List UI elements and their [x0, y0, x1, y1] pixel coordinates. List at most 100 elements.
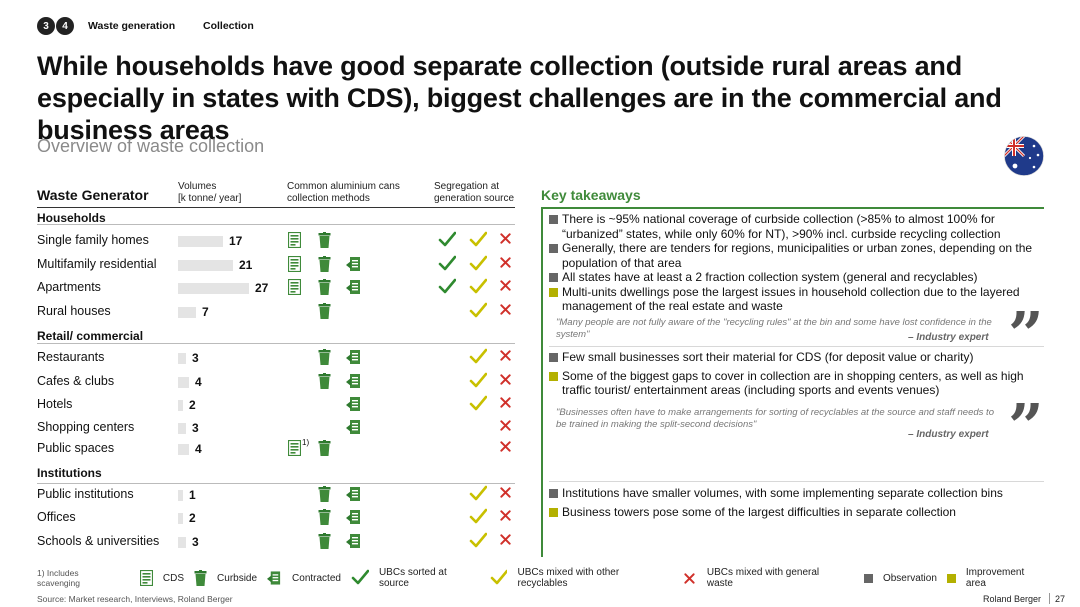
table-header-rule [37, 207, 515, 208]
volume-bar [178, 283, 249, 294]
takeaway-item: Few small businesses sort their material… [549, 350, 1044, 365]
check-yellow-icon [469, 348, 487, 366]
volume-value: 2 [189, 398, 196, 412]
quote-2-source: – Industry expert [908, 429, 989, 440]
cross-red-icon [498, 278, 513, 293]
row-label: Restaurants [37, 350, 105, 364]
takeaway-text: Multi-units dwellings pose the largest i… [562, 284, 1020, 314]
takeaway-item: There is ~95% national coverage of curbs… [549, 212, 1044, 241]
takeaway-item: Some of the biggest gaps to cover in col… [549, 369, 1044, 398]
volume-bar [178, 444, 189, 455]
legend-cds: CDS [162, 572, 185, 584]
brand-name: Roland Berger [983, 594, 1042, 604]
curbside-bin-icon [318, 373, 331, 389]
check-green-icon [438, 231, 456, 249]
quote-mark-icon: ” [1008, 298, 1044, 371]
nav-tab-waste-generation[interactable]: Waste generation [88, 20, 176, 32]
check-yellow-icon [469, 302, 487, 320]
step-4-badge[interactable]: 4 [56, 17, 74, 35]
volumes-header: Volumes [k tonne/ year] [178, 181, 242, 204]
volume-bar [178, 513, 183, 524]
quote-2-text: "Businesses often have to make arrangeme… [556, 407, 994, 430]
segregation-header: Segregation at generation source [434, 181, 515, 204]
cds-icon [288, 440, 301, 456]
contracted-icon [346, 509, 362, 525]
row-label: Schools & universities [37, 534, 160, 548]
curbside-bin-icon [318, 232, 331, 248]
row-label: Shopping centers [37, 420, 135, 434]
volume-bar [178, 423, 186, 434]
check-yellow-icon [469, 231, 487, 249]
takeaway-text: Business towers pose some of the largest… [562, 504, 956, 519]
cds-icon [288, 232, 301, 248]
check-yellow-icon [490, 569, 508, 587]
volume-bar [178, 260, 233, 271]
volume-value: 27 [255, 281, 269, 295]
cross-red-icon [498, 485, 513, 500]
page-number: 27 [1055, 594, 1066, 604]
takeaway-item: Business towers pose some of the largest… [549, 505, 1044, 520]
cross-red-icon [498, 418, 513, 433]
volume-value: 17 [229, 234, 243, 248]
institution-takeaways: Institutions have smaller volumes, with … [549, 486, 1044, 519]
methods-header: Common aluminium cans collection methods [287, 181, 400, 204]
legend: 1) Includes scavenging CDS Curbside Cont… [37, 567, 1047, 589]
volume-value: 4 [195, 442, 202, 456]
improvement-bullet-icon [549, 507, 558, 517]
check-yellow-icon [469, 485, 487, 503]
step-3-badge[interactable]: 3 [37, 17, 55, 35]
page-title: While households have good separate coll… [37, 51, 1002, 145]
legend-curbside: Curbside [217, 572, 258, 584]
takeaway-text: Few small businesses sort their material… [562, 350, 974, 364]
volume-value: 7 [202, 305, 209, 319]
takeaway-text: All states have at least a 2 fraction co… [562, 270, 978, 284]
contracted-icon [346, 396, 362, 412]
curbside-bin-icon [318, 256, 331, 272]
cross-red-icon [498, 372, 513, 387]
page-subtitle: Overview of waste collection [37, 136, 265, 156]
legend-sorted: UBCs sorted at source [378, 567, 447, 589]
key-takeaways-title: Key takeaways [541, 187, 641, 203]
volume-value: 3 [192, 351, 199, 365]
improvement-bullet-icon [549, 287, 558, 297]
section-header: Retail/ commercial [37, 329, 144, 343]
row-label: Offices [37, 510, 76, 524]
cross-red-icon [682, 571, 697, 586]
takeaway-text: Generally, there are tenders for regions… [562, 241, 1033, 270]
australia-flag-icon [1004, 136, 1044, 176]
row-label: Single family homes [37, 233, 149, 247]
curbside-bin-icon [318, 533, 331, 549]
volume-bar [178, 377, 189, 388]
contracted-icon [346, 486, 362, 502]
takeaway-text: Some of the biggest gaps to cover in col… [562, 368, 1024, 398]
footnote-mark: 1) [302, 438, 310, 447]
contracted-icon [267, 570, 282, 586]
row-label: Public institutions [37, 487, 134, 501]
curbside-bin-icon [318, 440, 331, 456]
contracted-icon [346, 533, 362, 549]
observation-swatch-icon [863, 573, 873, 583]
observation-bullet-icon [549, 215, 558, 224]
curbside-bin-icon [318, 486, 331, 502]
takeaway-divider [549, 481, 1044, 482]
contracted-icon [346, 279, 362, 295]
check-green-icon [351, 569, 369, 587]
cross-red-icon [498, 439, 513, 454]
check-yellow-icon [469, 395, 487, 413]
check-yellow-icon [469, 532, 487, 550]
cds-icon [140, 570, 153, 586]
cross-red-icon [498, 508, 513, 523]
curbside-bin-icon [318, 509, 331, 525]
legend-improvement: Improvement area [965, 567, 1025, 589]
volume-value: 3 [192, 535, 199, 549]
check-green-icon [438, 255, 456, 273]
volume-value: 1 [189, 488, 196, 502]
cross-red-icon [498, 532, 513, 547]
row-label: Multifamily residential [37, 257, 157, 271]
cross-red-icon [498, 348, 513, 363]
check-green-icon [438, 278, 456, 296]
section-rule [37, 483, 515, 484]
nav-tab-collection[interactable]: Collection [203, 20, 254, 32]
volume-value: 2 [189, 511, 196, 525]
contracted-icon [346, 349, 362, 365]
